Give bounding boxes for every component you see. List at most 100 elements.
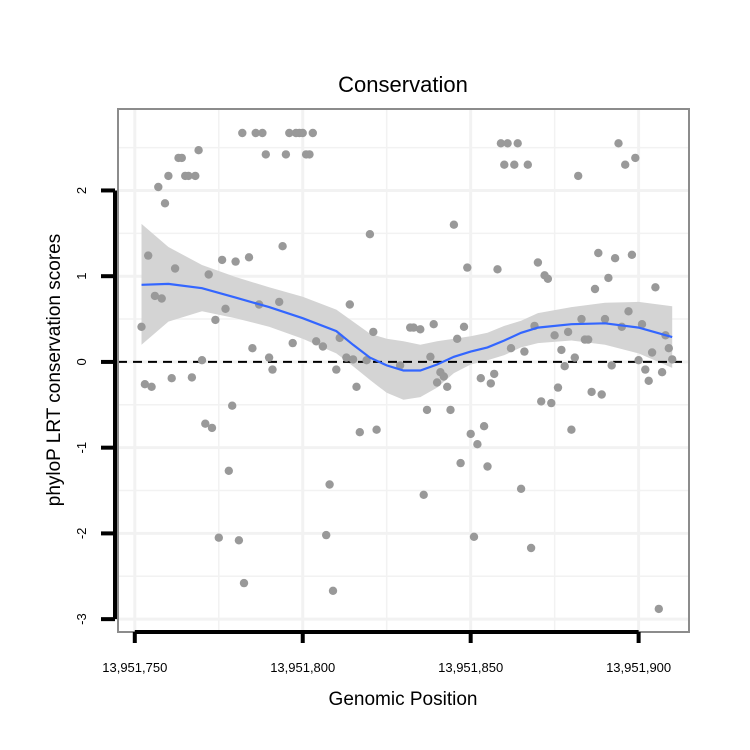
data-point <box>278 242 287 251</box>
data-point <box>318 342 328 351</box>
data-point <box>537 397 546 406</box>
data-point <box>503 139 512 148</box>
smooth-line <box>141 282 673 372</box>
data-point <box>328 586 338 595</box>
data-point <box>372 425 381 434</box>
data-point <box>557 345 566 355</box>
data-point <box>239 578 249 588</box>
data-point <box>285 128 294 138</box>
data-point <box>490 369 499 379</box>
data-point <box>604 273 613 283</box>
data-point <box>563 327 573 337</box>
data-point <box>647 348 657 357</box>
data-point <box>140 380 150 389</box>
x-tick-label: 13,951,800 <box>270 660 335 675</box>
data-point <box>469 532 479 541</box>
data-point <box>244 253 254 262</box>
data-point <box>587 387 596 397</box>
data-point <box>322 530 331 540</box>
y-tick-label: 2 <box>74 187 89 194</box>
data-point <box>365 230 375 239</box>
data-point <box>137 322 146 331</box>
data-point <box>164 171 173 181</box>
data-point <box>184 171 193 181</box>
data-point <box>211 315 220 325</box>
data-point <box>516 484 526 493</box>
data-point <box>553 383 563 392</box>
chart-title: Conservation <box>338 72 468 97</box>
confidence-ribbon <box>141 223 673 400</box>
data-point <box>651 283 660 292</box>
x-axis: 13,951,750 13,951,800 13,951,850 13,951,900 <box>102 630 671 675</box>
data-point <box>426 352 435 361</box>
x-axis-title: Genomic Position <box>329 689 478 710</box>
data-point <box>577 314 586 324</box>
data-point <box>496 139 506 148</box>
data-point <box>251 128 260 138</box>
data-point <box>355 428 364 437</box>
data-point <box>144 251 153 260</box>
data-point <box>456 458 465 468</box>
data-point <box>624 307 633 316</box>
data-point <box>187 373 197 382</box>
data-point <box>197 356 207 365</box>
data-point <box>325 480 334 489</box>
x-tick-label: 13,951,900 <box>606 660 671 675</box>
data-point <box>513 139 522 148</box>
data-point <box>298 128 307 138</box>
data-point <box>473 440 482 449</box>
data-point <box>614 139 623 148</box>
data-point <box>409 323 418 332</box>
data-point <box>177 153 186 163</box>
data-point <box>641 365 650 374</box>
data-point <box>439 372 448 381</box>
data-point <box>204 270 213 279</box>
data-point <box>429 320 438 329</box>
data-point <box>288 338 297 348</box>
data-point <box>342 353 351 362</box>
data-point <box>547 398 556 408</box>
data-point <box>154 182 163 192</box>
data-point <box>281 150 291 159</box>
data-point <box>348 355 358 364</box>
y-tick-label: 1 <box>74 273 89 280</box>
data-point <box>170 264 180 273</box>
data-point <box>463 263 472 272</box>
data-point <box>644 376 653 385</box>
data-point <box>500 160 509 169</box>
data-point <box>486 379 495 388</box>
data-point <box>637 320 647 329</box>
data-point <box>449 220 459 229</box>
data-point <box>493 265 502 274</box>
data-point <box>228 401 237 410</box>
data-point <box>523 160 532 169</box>
data-point <box>238 128 247 138</box>
y-axis-title: phyloP LRT conservation scores <box>44 234 65 507</box>
data-point <box>275 297 284 307</box>
data-point <box>446 405 455 415</box>
data-point <box>167 374 176 383</box>
data-point <box>533 258 543 267</box>
data-point <box>369 327 378 337</box>
x-tick-label: 13,951,850 <box>438 660 503 675</box>
data-point <box>332 365 341 374</box>
y-tick-label: 0 <box>74 358 89 365</box>
data-point <box>443 382 452 391</box>
data-point <box>147 382 156 391</box>
data-point <box>345 300 354 309</box>
data-point <box>466 429 475 439</box>
data-point <box>268 365 277 374</box>
data-point <box>305 150 314 159</box>
data-point <box>570 353 579 362</box>
data-point <box>476 374 485 383</box>
data-point <box>550 331 559 340</box>
data-point <box>668 355 677 364</box>
data-point <box>526 543 536 553</box>
data-point <box>590 284 600 294</box>
data-point <box>352 382 361 391</box>
data-point <box>567 425 576 434</box>
data-point <box>506 344 516 353</box>
data-point <box>560 362 569 371</box>
data-point <box>634 356 643 365</box>
